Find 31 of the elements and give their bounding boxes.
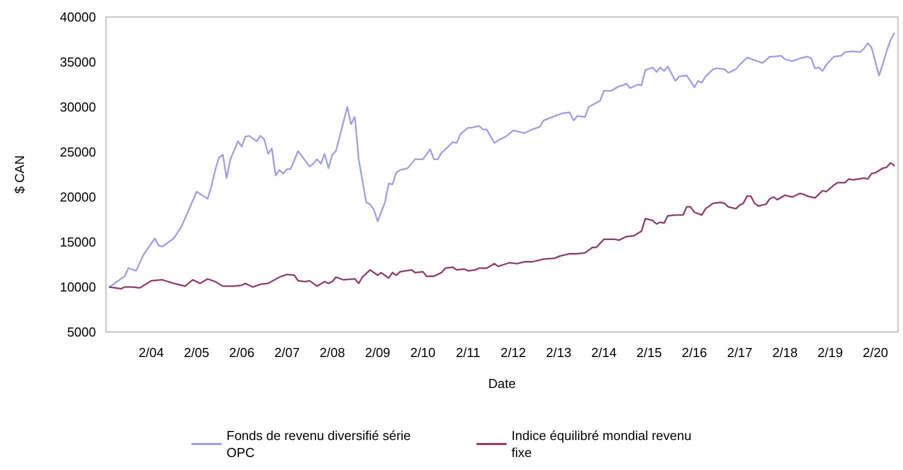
y-tick-label: 30000 [60,100,96,114]
x-tick-label: 2/09 [364,345,390,360]
x-tick-label: 2/16 [682,345,708,360]
x-tick-label: 2/17 [727,345,752,360]
x-tick-label: 2/11 [456,345,480,360]
line-series [108,162,895,290]
y-tick-label: 15000 [60,234,96,250]
x-tick-label: 2/13 [546,345,572,360]
x-tick-label: 2/04 [138,345,164,360]
y-tick-label: 25000 [60,144,96,160]
x-axis-title: Date [488,376,516,391]
y-tick-label: 10000 [60,280,96,294]
x-tick-label: 2/05 [184,345,210,360]
x-tick-label: 2/10 [410,345,436,360]
x-tick-label: 2/18 [772,345,798,360]
y-tick-label: 40000 [60,10,96,24]
legend-label: Indice équilibré mondial revenu fixe [512,428,696,460]
x-tick-label: 2/08 [320,345,345,360]
x-tick-label: 2/19 [818,345,843,360]
x-tick-label: 2/12 [500,345,526,360]
x-tick-label: 2/14 [591,345,617,360]
x-tick-label: 2/07 [274,345,300,360]
y-tick-label: 5000 [67,324,96,340]
x-tick-label: 2/20 [862,345,888,360]
y-tick-label: 20000 [60,190,96,204]
legend-label: Fonds de revenu diversifié série OPC [226,428,414,460]
x-tick-label: 2/15 [636,345,662,360]
y-tick-label: 35000 [60,54,96,70]
line-series [108,32,895,288]
x-tick-label: 2/06 [229,345,254,360]
y-axis-title: $ CAN [12,155,27,194]
